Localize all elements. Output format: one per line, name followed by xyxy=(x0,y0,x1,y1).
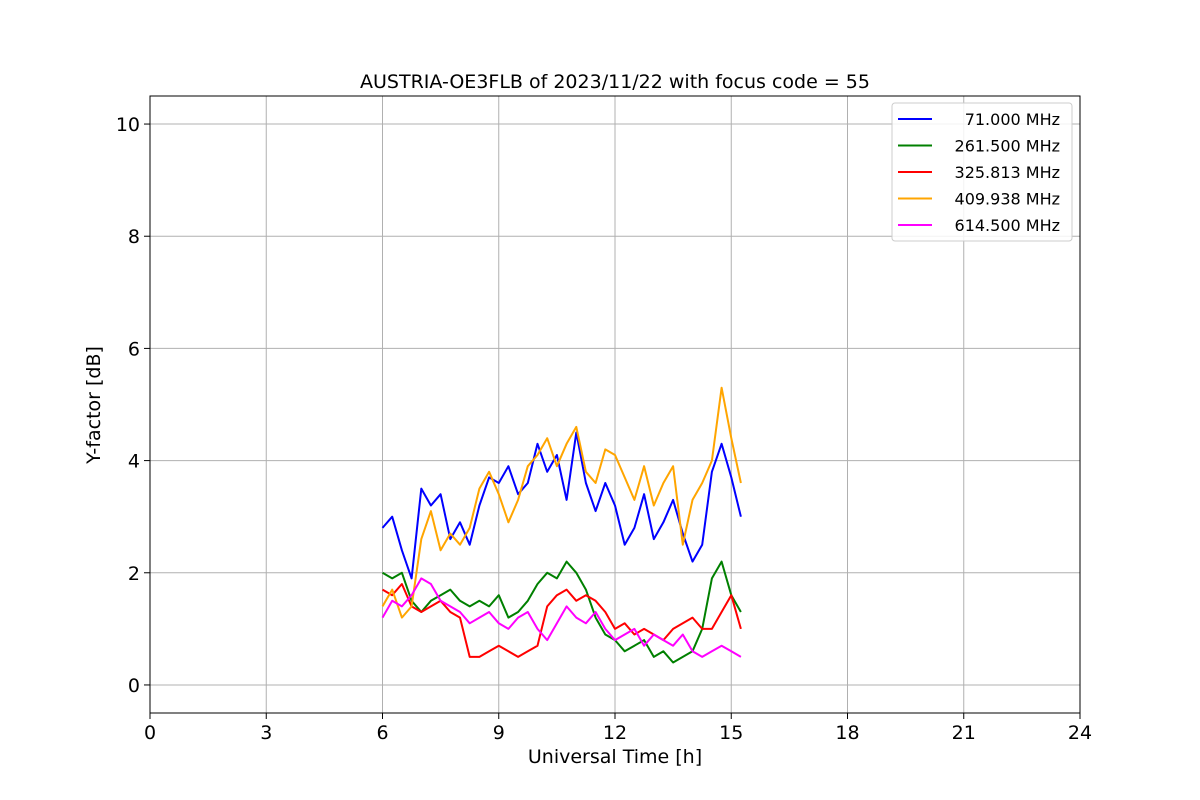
y-tick-label: 6 xyxy=(128,338,140,360)
x-tick-label: 9 xyxy=(493,722,505,744)
x-tick-label: 18 xyxy=(835,722,859,744)
y-tick-label: 4 xyxy=(128,451,140,473)
x-tick-label: 24 xyxy=(1068,722,1092,744)
legend-box xyxy=(891,102,1073,242)
series-line-614-500-mhz xyxy=(381,577,742,658)
x-tick-label: 3 xyxy=(260,722,272,744)
legend-label: 261.500 MHz xyxy=(955,137,1060,156)
legend: 71.000 MHz 261.500 MHz 325.813 MHz 409.938 … xyxy=(891,102,1073,242)
y-tick-label: 2 xyxy=(128,563,140,585)
series-line-261-500-mhz xyxy=(382,560,742,664)
legend-label: 325.813 MHz xyxy=(955,163,1060,182)
x-axis-label: Universal Time [h] xyxy=(528,746,702,768)
x-tick-label: 15 xyxy=(719,722,743,744)
y-tick-label: 0 xyxy=(128,675,140,697)
y-tick-label: 8 xyxy=(128,226,140,248)
x-tick-label: 6 xyxy=(376,722,388,744)
legend-label: 71.000 MHz xyxy=(965,110,1060,129)
series-line-409-938-mhz xyxy=(381,386,742,619)
chart-title: AUSTRIA-OE3FLB of 2023/11/22 with focus … xyxy=(360,71,870,93)
y-ticks: 0 2 4 6 8 10 xyxy=(116,114,150,697)
x-tick-label: 0 xyxy=(144,722,156,744)
y-tick-label: 10 xyxy=(116,114,140,136)
x-ticks: 0 3 6 9 12 15 18 21 24 xyxy=(144,713,1092,744)
legend-label: 614.500 MHz xyxy=(955,216,1060,235)
y-axis-label: Y-factor [dB] xyxy=(83,346,105,465)
x-tick-label: 12 xyxy=(603,722,627,744)
series-group xyxy=(381,386,742,664)
x-tick-label: 21 xyxy=(952,722,976,744)
legend-label: 409.938 MHz xyxy=(955,190,1060,209)
